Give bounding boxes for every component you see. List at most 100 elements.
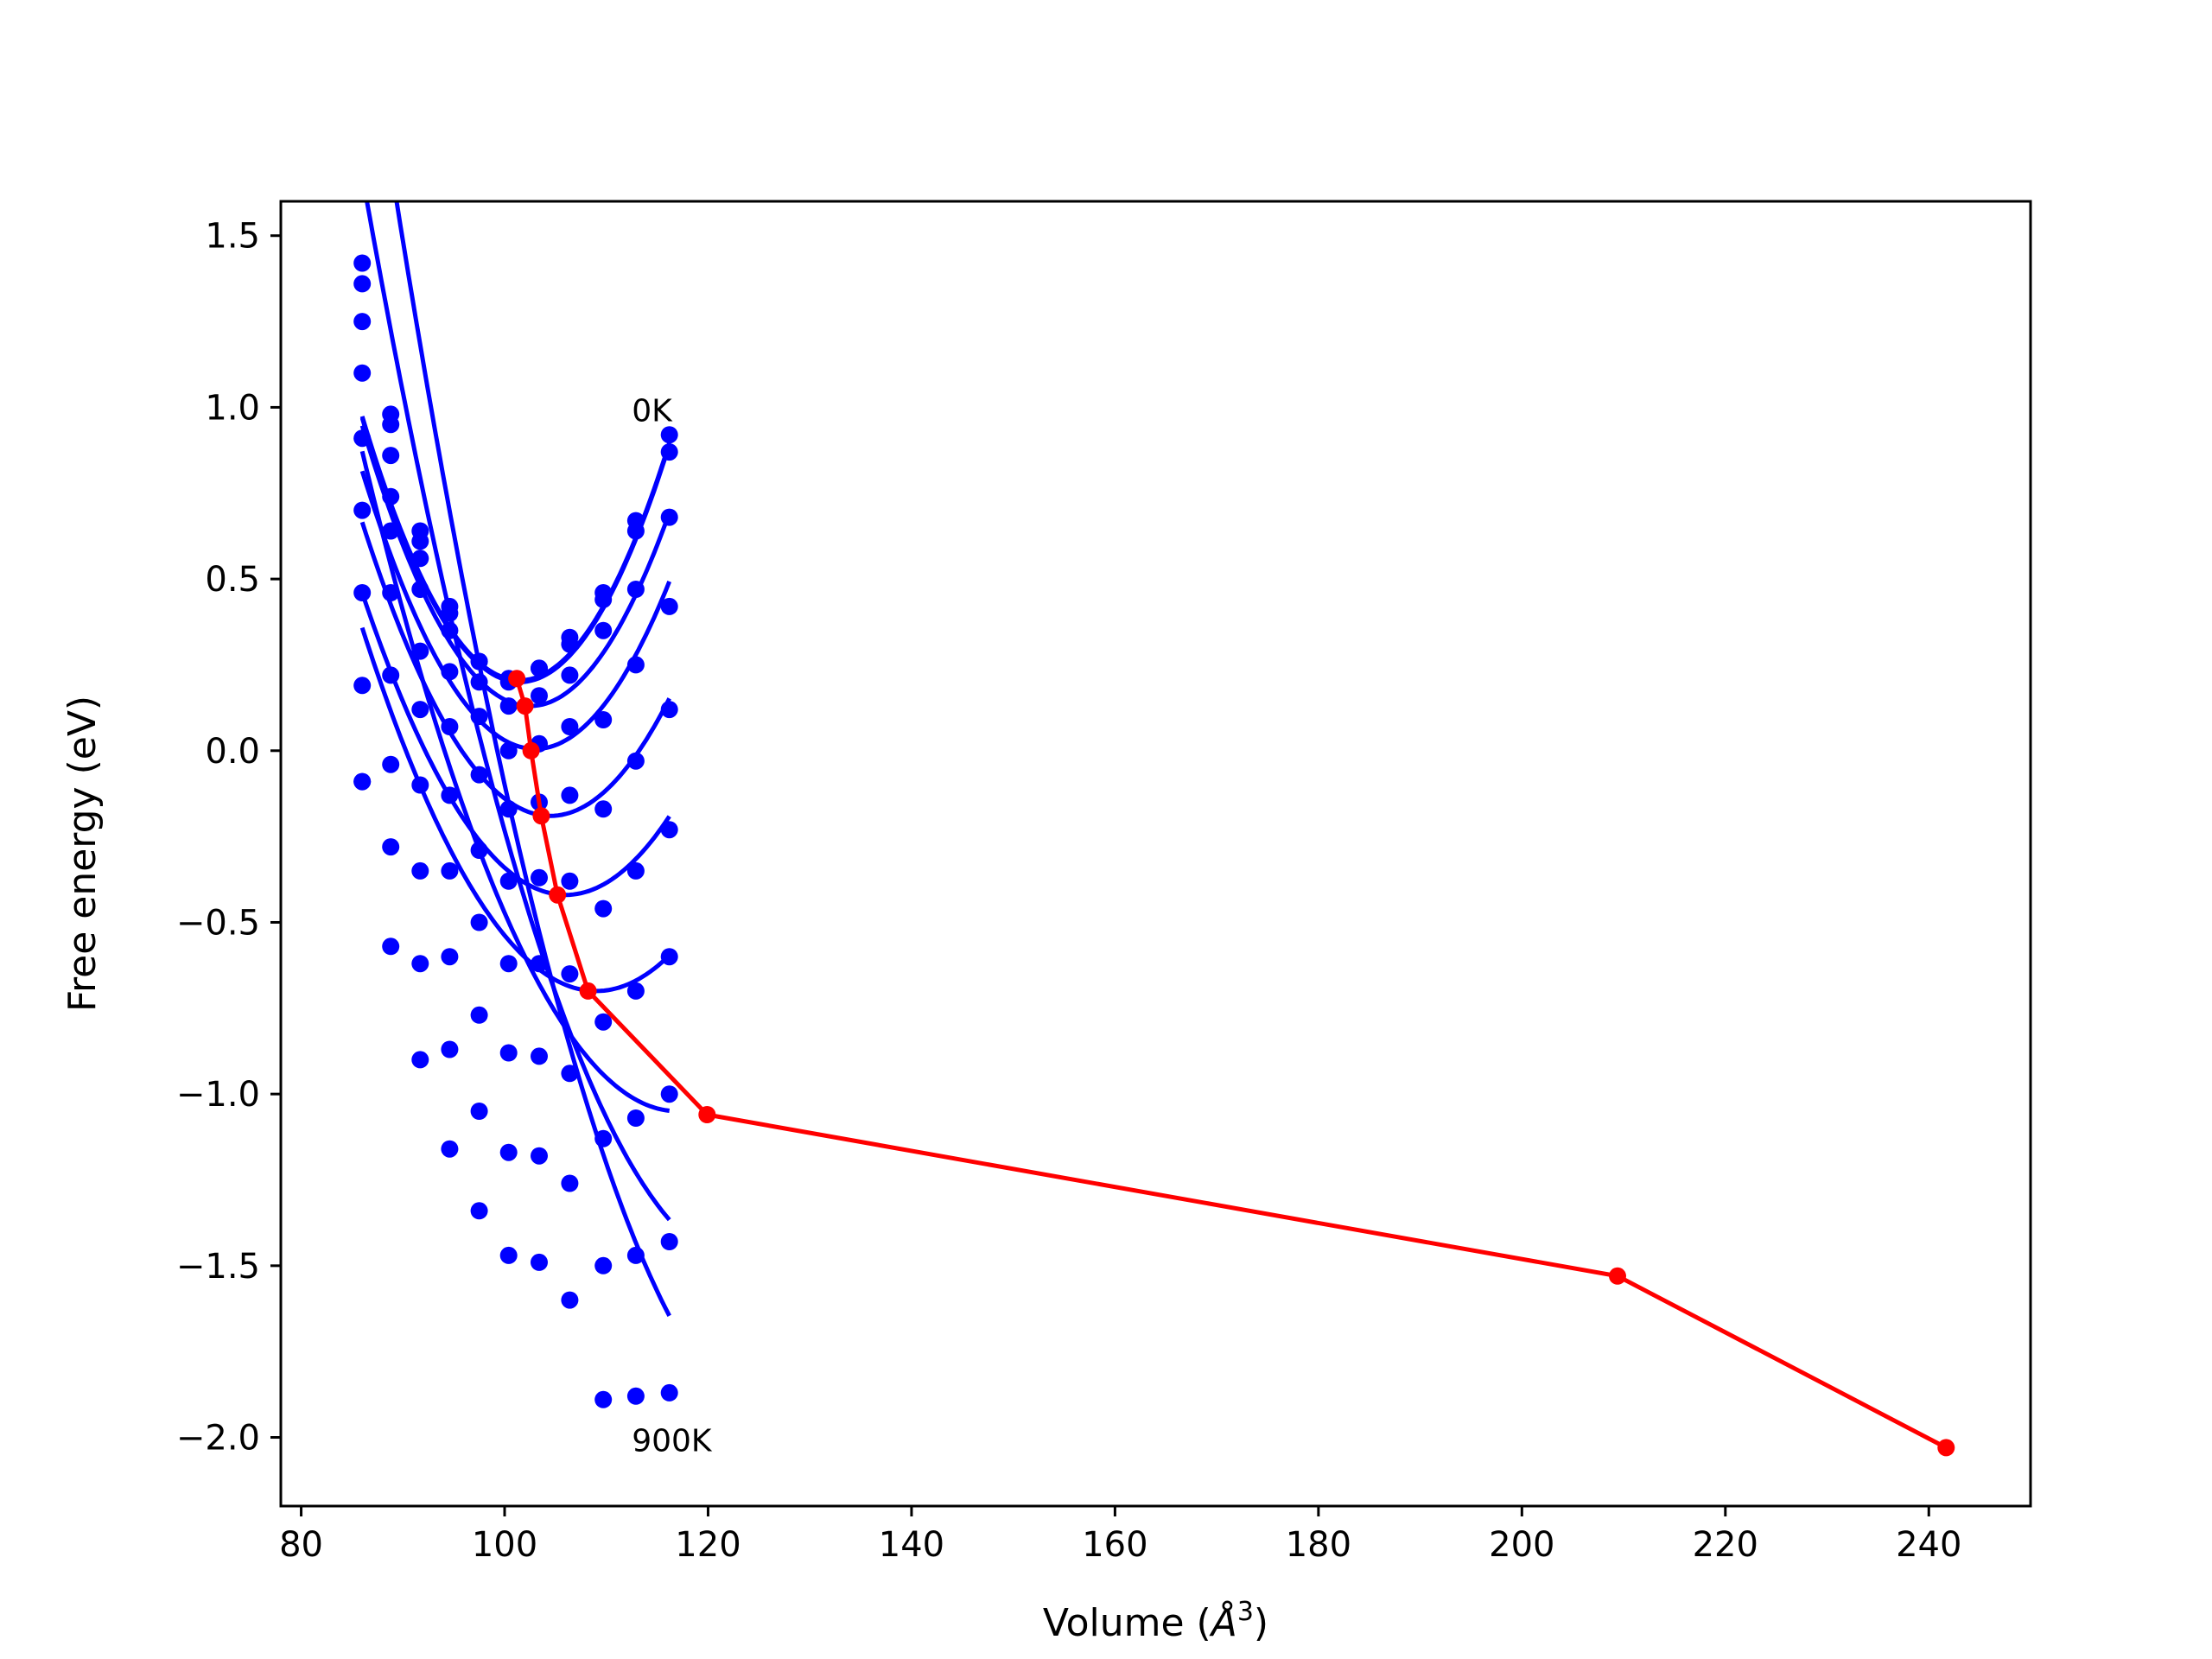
data-point-s6-p9 (626, 982, 645, 1000)
data-point-s3-p10 (660, 597, 678, 615)
data-point-s3-p0 (353, 364, 372, 382)
data-point-s3-p8 (594, 711, 613, 728)
data-point-s7-p3 (441, 948, 459, 966)
data-point-s3-p2 (411, 581, 429, 598)
data-point-s4-p5 (499, 800, 518, 818)
data-point-s5-p7 (561, 872, 579, 890)
data-point-s9-p2 (411, 1051, 429, 1069)
data-point-s4-p4 (470, 766, 488, 784)
x-tick-label-5: 180 (1286, 1525, 1351, 1565)
data-point-s1-p10 (660, 443, 678, 461)
data-point-s6-p3 (441, 861, 459, 880)
data-point-s2-p2 (411, 550, 429, 568)
y-axis-label: Free energy (eV) (60, 696, 105, 1012)
data-point-s2-p6 (531, 687, 548, 705)
y-tick-label-0: 1.5 (205, 217, 260, 257)
data-point-s6-p5 (499, 955, 518, 973)
data-point-s8-p10 (660, 1233, 678, 1250)
minimum-point-1 (516, 697, 534, 715)
data-point-s1-p0 (353, 275, 372, 293)
data-point-s2-p0 (353, 313, 372, 331)
data-point-s7-p8 (594, 1129, 613, 1147)
data-point-s9-p0 (353, 772, 372, 791)
data-point-s4-p3 (441, 718, 459, 735)
data-point-s6-p4 (470, 913, 488, 931)
minimum-point-0 (508, 670, 526, 688)
data-point-s5-p1 (382, 584, 400, 601)
data-point-s4-p7 (561, 786, 579, 804)
data-point-s2-p5 (499, 697, 518, 715)
minimum-point-6 (698, 1106, 716, 1123)
data-point-s3-p5 (499, 741, 518, 760)
data-point-s7-p7 (561, 1065, 579, 1083)
data-point-s4-p9 (626, 752, 645, 770)
data-point-s9-p8 (594, 1390, 613, 1408)
data-point-s3-p7 (561, 718, 579, 735)
data-point-s1-p3 (441, 604, 459, 622)
data-point-s8-p9 (626, 1246, 645, 1264)
x-tick-label-0: 80 (279, 1525, 323, 1565)
data-point-s4-p2 (411, 642, 429, 660)
data-point-s9-p1 (382, 938, 400, 956)
data-point-s9-p5 (499, 1246, 518, 1264)
data-point-s7-p2 (411, 861, 429, 880)
data-point-s5-p5 (499, 872, 518, 890)
x-tick-label-2: 120 (675, 1525, 741, 1565)
fit-curve-3 (359, 470, 672, 752)
x-axis-label: Volume (Å3) (1043, 1597, 1268, 1645)
data-point-s1-p6 (531, 659, 548, 677)
data-point-s5-p0 (353, 501, 372, 519)
data-point-s8-p3 (441, 1040, 459, 1058)
minimum-point-2 (522, 741, 540, 760)
data-point-s3-p4 (470, 708, 488, 726)
data-point-s6-p7 (561, 965, 579, 983)
data-point-s6-p0 (353, 584, 372, 601)
x-tick-label-1: 100 (472, 1525, 537, 1565)
data-point-s8-p7 (561, 1174, 579, 1192)
data-point-s2-p1 (382, 447, 400, 465)
data-point-s5-p8 (594, 899, 613, 918)
y-tick-label-5: −1.0 (176, 1075, 260, 1115)
data-point-s9-p9 (626, 1387, 645, 1405)
data-point-s1-p2 (411, 532, 429, 550)
data-point-s7-p4 (470, 1006, 488, 1024)
data-point-s9-p4 (470, 1202, 488, 1220)
data-point-s2-p10 (660, 508, 678, 526)
data-point-s4-p8 (594, 800, 613, 818)
data-point-s6-p1 (382, 666, 400, 684)
data-point-s7-p5 (499, 1044, 518, 1062)
y-tick-label-1: 1.0 (205, 388, 260, 428)
x-tick-label-8: 240 (1896, 1525, 1961, 1565)
plot-frame (279, 200, 2032, 1508)
fit-curve-6 (359, 626, 671, 994)
data-point-s1-p9 (626, 522, 645, 540)
data-point-s9-p10 (660, 1383, 678, 1402)
data-point-s8-p6 (531, 1147, 548, 1165)
data-point-s6-p8 (594, 1013, 613, 1031)
data-point-s0-p0 (353, 254, 372, 272)
data-point-s5-p9 (626, 861, 645, 880)
data-point-s8-p4 (470, 1103, 488, 1120)
data-point-s5-p3 (441, 786, 459, 804)
data-point-s1-p7 (561, 635, 579, 653)
data-point-s2-p7 (561, 666, 579, 684)
data-point-s3-p9 (626, 656, 645, 674)
data-point-s8-p8 (594, 1256, 613, 1274)
minimum-point-4 (549, 886, 567, 904)
y-tick-label-3: 0.0 (205, 732, 260, 772)
x-axis-ticks: 80 100 120 140 160 180 200 220 240 (279, 1506, 1961, 1565)
data-point-s1-p1 (382, 416, 400, 434)
data-point-s5-p2 (411, 701, 429, 719)
data-point-s5-p4 (470, 842, 488, 859)
minimum-point-5 (579, 982, 597, 1000)
data-point-s7-p10 (660, 1085, 678, 1103)
data-point-s4-p1 (382, 522, 400, 540)
annotation-0: 0K (632, 393, 673, 429)
data-point-s9-p7 (561, 1291, 579, 1309)
data-point-s2-p8 (594, 621, 613, 639)
data-point-s5-p10 (660, 821, 678, 839)
data-point-s6-p2 (411, 776, 429, 794)
data-point-s7-p9 (626, 1109, 645, 1127)
x-tick-label-4: 160 (1082, 1525, 1147, 1565)
